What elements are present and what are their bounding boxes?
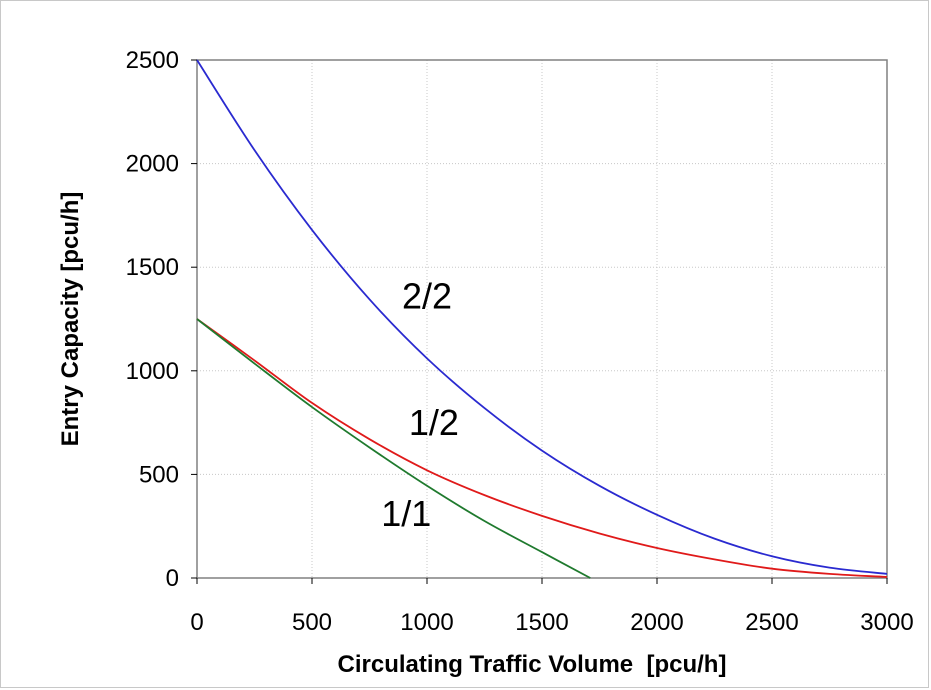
x-tick-label: 2500 <box>745 609 798 636</box>
x-tick-label: 3000 <box>860 609 913 636</box>
x-axis-ticks: 0 500 1000 1500 2000 2500 3000 <box>190 578 914 636</box>
y-tick-label: 1000 <box>126 358 179 385</box>
x-axis-title: Circulating Traffic Volume [pcu/h] <box>338 651 727 678</box>
grid <box>197 60 887 578</box>
series-line-2-2 <box>196 59 888 575</box>
curve-label: 1/1 <box>381 493 431 534</box>
x-tick-label: 1500 <box>515 609 568 636</box>
x-tick-label: 1000 <box>400 609 453 636</box>
y-tick-label: 500 <box>139 461 179 488</box>
series-line-1-2 <box>196 318 888 578</box>
x-tick-label: 500 <box>292 609 332 636</box>
y-axis-title: Entry Capacity [pcu/h] <box>57 192 84 447</box>
series-line-1-1 <box>196 318 591 579</box>
curve-label: 2/2 <box>402 276 452 317</box>
y-tick-label: 2500 <box>126 47 179 74</box>
curve-annotations: 2/2 1/2 1/1 <box>381 276 459 535</box>
curve-label: 1/2 <box>409 402 459 443</box>
y-tick-label: 0 <box>166 565 179 592</box>
y-tick-label: 1500 <box>126 254 179 281</box>
y-axis-ticks: 0 500 1000 1500 2000 2500 <box>126 47 197 592</box>
x-tick-label: 2000 <box>630 609 683 636</box>
series-group <box>196 59 888 579</box>
x-tick-label: 0 <box>190 609 203 636</box>
y-tick-label: 2000 <box>126 151 179 178</box>
